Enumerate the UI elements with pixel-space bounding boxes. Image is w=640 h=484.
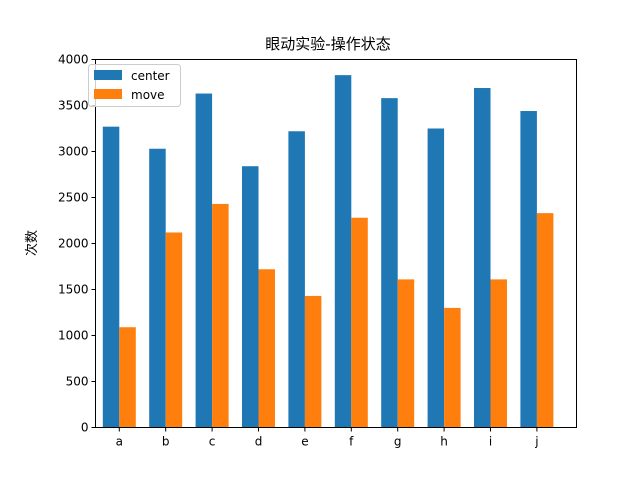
bar-center-b	[149, 148, 166, 428]
legend-label-center: center	[131, 69, 170, 83]
bar-move-i	[490, 279, 507, 428]
bar-center-e	[288, 131, 305, 428]
chart-title: 眼动实验-操作状态	[265, 35, 390, 53]
x-tick-label: h	[440, 435, 448, 449]
x-tick-label: i	[489, 435, 492, 449]
bar-move-d	[258, 269, 275, 428]
x-tick-label: j	[534, 435, 538, 449]
y-axis-label: 次数	[24, 230, 40, 256]
y-tick-label: 4000	[58, 53, 89, 67]
bar-center-d	[242, 166, 259, 428]
bar-move-f	[351, 217, 368, 428]
x-tick-label: a	[116, 435, 123, 449]
legend-swatch-center	[94, 70, 122, 80]
bar-center-i	[474, 88, 491, 428]
y-tick-label: 1500	[58, 283, 89, 297]
bar-move-h	[444, 307, 461, 428]
x-tick-label: g	[394, 435, 402, 449]
legend-swatch-move	[94, 89, 122, 99]
x-tick-label: f	[349, 435, 354, 449]
bar-move-g	[397, 279, 415, 428]
bar-move-b	[165, 232, 183, 428]
plot-frame	[95, 59, 577, 428]
bar-center-f	[334, 75, 352, 428]
x-tick-label: b	[162, 435, 170, 449]
y-tick-label: 2500	[58, 191, 89, 205]
x-tick-label: e	[301, 435, 308, 449]
bar-center-c	[195, 93, 213, 428]
y-tick-label: 3000	[58, 145, 89, 159]
bar-center-h	[427, 128, 445, 428]
y-tick-label: 500	[66, 375, 89, 389]
y-tick-label: 2000	[58, 237, 89, 251]
bar-center-j	[520, 111, 537, 428]
y-tick-label: 1000	[58, 329, 89, 343]
bar-move-e	[304, 295, 322, 428]
y-tick-label: 3500	[58, 99, 89, 113]
bar-center-a	[102, 126, 120, 428]
legend-label-move: move	[131, 88, 165, 102]
bar-move-c	[212, 203, 229, 428]
x-tick-label: d	[255, 435, 263, 449]
bar-move-a	[119, 327, 136, 428]
legend: center move	[88, 64, 181, 107]
x-tick-label: c	[209, 435, 216, 449]
bar-move-j	[536, 213, 554, 428]
bar-center-g	[381, 98, 398, 428]
y-tick-label: 0	[81, 421, 89, 435]
